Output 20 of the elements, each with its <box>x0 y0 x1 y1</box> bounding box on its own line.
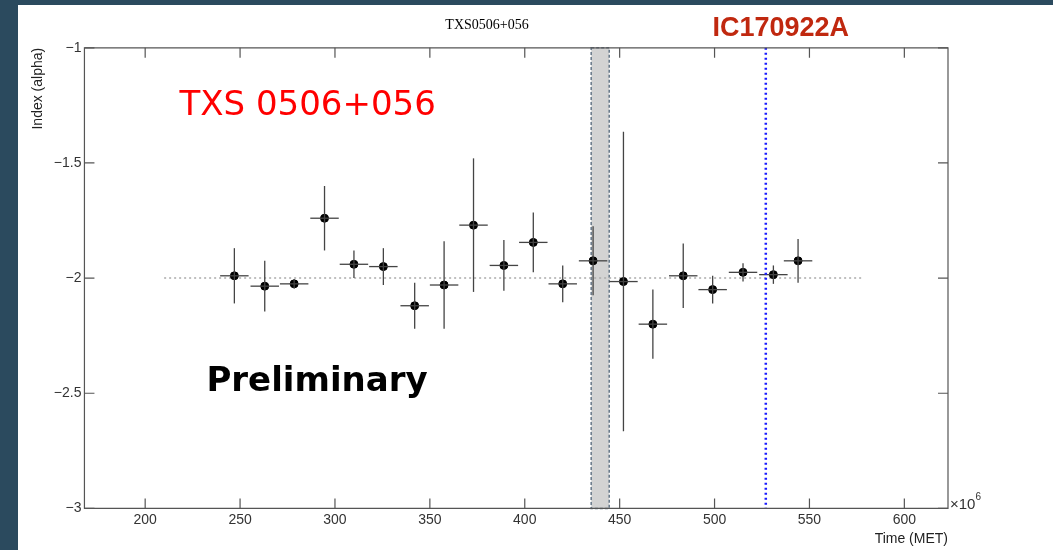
chart-title: TXS0506+056 <box>445 17 529 33</box>
x-tick-label: 250 <box>228 510 252 527</box>
x-tick-label: 200 <box>133 510 158 527</box>
y-tick-label: −3 <box>65 499 82 516</box>
x-tick-label: 300 <box>323 510 347 527</box>
y-axis-title: Index (alpha) <box>29 47 46 130</box>
x-tick-label: 600 <box>892 510 917 527</box>
y-tick-label: −1 <box>65 38 82 55</box>
annotation: Preliminary <box>206 358 428 399</box>
x-tick-label: 550 <box>797 510 822 527</box>
x-tick-label: 500 <box>702 510 727 527</box>
y-tick-label: −2 <box>65 268 82 285</box>
y-tick-label: −2.5 <box>53 384 82 401</box>
x-axis-title: Time (MET) <box>874 530 948 547</box>
x-tick-label: 350 <box>418 510 442 527</box>
x-tick-label: 400 <box>513 510 537 527</box>
ref-line-label: IC170922A <box>712 11 850 42</box>
y-tick-label: −1.5 <box>53 153 82 170</box>
annotation: TXS 0506+056 <box>178 82 436 123</box>
x-tick-label: 450 <box>607 510 632 527</box>
